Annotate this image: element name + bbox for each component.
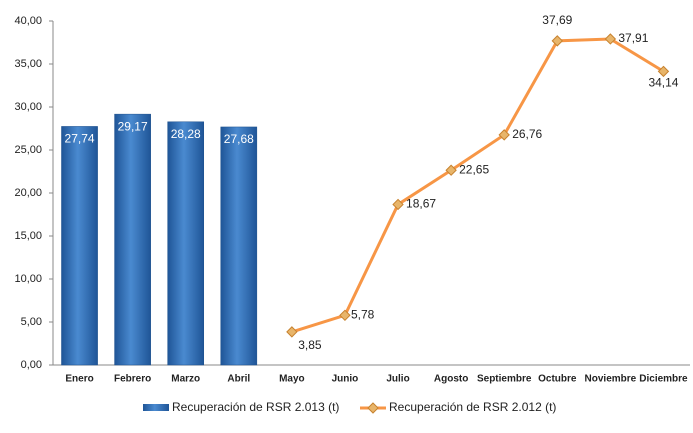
line-value-label: 3,85: [298, 338, 322, 352]
x-tick-label: Marzo: [171, 374, 200, 385]
bar: [61, 126, 98, 366]
bar-value-label: 29,17: [118, 119, 148, 133]
x-tick-label: Agosto: [434, 374, 468, 385]
y-tick-label: 20,00: [14, 187, 42, 199]
line-value-label: 5,78: [351, 307, 375, 321]
y-tick-label: 10,00: [14, 273, 42, 285]
line-marker: [445, 164, 457, 176]
legend-label: Recuperación de RSR 2.013 (t): [172, 400, 339, 414]
y-tick-label: 30,00: [14, 101, 42, 113]
line-marker: [657, 65, 670, 78]
line-value-label: 34,14: [648, 76, 678, 90]
bar: [167, 121, 205, 366]
line-value-label: 18,67: [406, 197, 436, 211]
legend-label: Recuperación de RSR 2.012 (t): [389, 400, 556, 414]
y-tick-label: 5,00: [21, 316, 42, 328]
bar-value-label: 27,68: [224, 132, 254, 146]
x-tick-label: Enero: [65, 374, 93, 385]
bar-value-label: 28,28: [171, 127, 201, 141]
line: [291, 37, 665, 334]
y-tick-label: 35,00: [14, 58, 42, 70]
legend-swatch: [143, 404, 169, 411]
y-tick-label: 25,00: [14, 144, 42, 156]
y-tick-label: 15,00: [14, 230, 42, 242]
line-value-label: 26,76: [512, 127, 542, 141]
x-tick-label: Mayo: [279, 374, 305, 385]
x-tick-label: Septiembre: [477, 374, 532, 385]
line-marker: [604, 33, 617, 45]
x-tick-label: Junio: [332, 374, 359, 385]
line-marker: [339, 309, 351, 321]
bar: [114, 113, 151, 366]
line-value-label: 37,91: [618, 31, 648, 45]
bar-value-label: 27,74: [65, 132, 95, 146]
x-tick-label: Diciembre: [639, 374, 688, 385]
x-tick-label: Julio: [386, 374, 409, 385]
x-tick-label: Noviembre: [585, 374, 637, 385]
y-tick-label: 40,00: [14, 15, 42, 27]
line-value-label: 22,65: [459, 162, 489, 176]
line-marker: [392, 198, 404, 211]
x-tick-label: Octubre: [538, 374, 577, 385]
line-marker: [551, 35, 563, 47]
line-value-label: 37,69: [542, 13, 572, 27]
x-tick-label: Abril: [227, 374, 250, 385]
legend-swatch: [367, 402, 379, 414]
line-marker: [286, 326, 298, 338]
y-tick-label: 0,00: [21, 359, 42, 371]
line-marker: [498, 129, 510, 141]
x-tick-label: Febrero: [114, 374, 151, 385]
bar: [220, 126, 258, 366]
